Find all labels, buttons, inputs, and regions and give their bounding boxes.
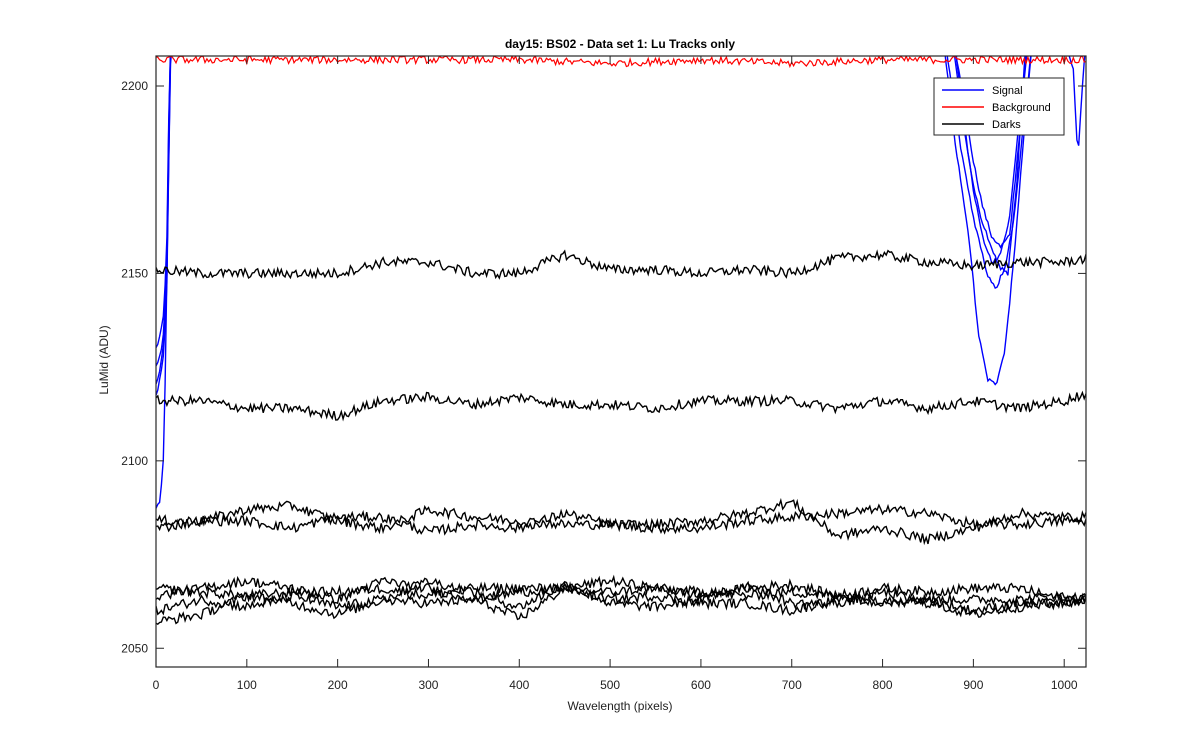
x-axis-label: Wavelength (pixels) — [568, 699, 673, 713]
x-tick-label: 200 — [328, 678, 348, 692]
legend-label-background: Background — [992, 102, 1051, 114]
darks-line-4 — [156, 497, 1086, 546]
x-tick-label: 0 — [153, 678, 160, 692]
axes: 0 100 200 300 400 500 600 700 800 900 1000 2050 2100… — [121, 55, 1087, 692]
x-tick-label: 600 — [691, 678, 711, 692]
y-tick-label: 2200 — [121, 79, 148, 93]
x-tick-label: 1000 — [1051, 678, 1078, 692]
legend-label-signal: Signal — [992, 85, 1023, 97]
x-tick-label: 900 — [963, 678, 983, 692]
darks-line-8 — [156, 577, 1086, 626]
darks-line-1 — [156, 249, 1086, 280]
y-tick-label: 2100 — [121, 454, 148, 468]
axes-box — [155, 55, 1087, 668]
legend-label-darks: Darks — [992, 119, 1021, 131]
background-line — [156, 56, 1086, 69]
y-axis-label: LuMid (ADU) — [97, 325, 111, 394]
darks-line-2 — [156, 390, 1086, 422]
darks-line-7 — [156, 581, 1086, 606]
chart-title: day15: BS02 - Data set 1: Lu Tracks only — [505, 37, 735, 51]
x-tick-label: 300 — [418, 678, 438, 692]
x-tick-label: 400 — [509, 678, 529, 692]
x-tick-label: 700 — [782, 678, 802, 692]
plot-area — [156, 56, 1086, 626]
y-tick-label: 2150 — [121, 266, 148, 280]
x-tick-label: 100 — [237, 678, 257, 692]
x-tick-label: 500 — [600, 678, 620, 692]
legend: Signal Background Darks — [933, 77, 1065, 136]
y-tick-label: 2050 — [121, 641, 148, 655]
x-tick-label: 800 — [873, 678, 893, 692]
